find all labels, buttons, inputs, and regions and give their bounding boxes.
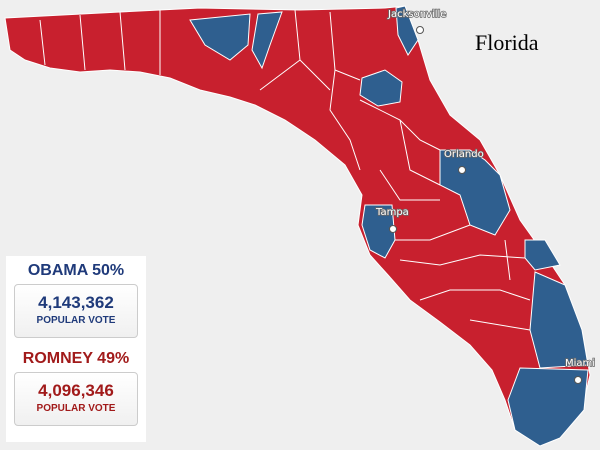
cities: Jacksonville Orlando Tampa Miami [374,8,596,384]
county [395,5,419,56]
state-shape [4,5,591,447]
candidate-heading: OBAMA 50% [27,262,125,279]
map-title: Florida [475,30,539,55]
county [359,69,403,107]
vote-count: 4,143,362 [38,293,114,312]
vote-box: 4,096,346 POPULAR VOTE [14,372,138,426]
county [524,239,561,271]
county [439,149,511,236]
candidate-heading: ROMNEY 49% [22,350,130,367]
county [529,271,589,369]
city-label: Orlando [444,149,484,160]
vote-caption: POPULAR VOTE [36,315,116,326]
county [251,11,283,70]
county [189,13,251,61]
results-panel: OBAMA 50% 4,143,362 POPULAR VOTE ROMNEY … [6,256,146,442]
vote-box: 4,143,362 POPULAR VOTE [14,284,138,338]
city-dot [416,26,424,34]
city-dot [574,376,582,384]
blue-counties [189,5,589,447]
county [361,204,396,259]
city-dot [458,166,466,174]
city-label: Tampa [375,207,409,218]
city-label: Miami [565,358,595,369]
city-label: Jacksonville [387,9,446,20]
vote-count: 4,096,346 [38,381,114,400]
county [507,367,589,447]
vote-caption: POPULAR VOTE [36,403,116,414]
city-dot [389,225,397,233]
county-lines [39,9,531,331]
